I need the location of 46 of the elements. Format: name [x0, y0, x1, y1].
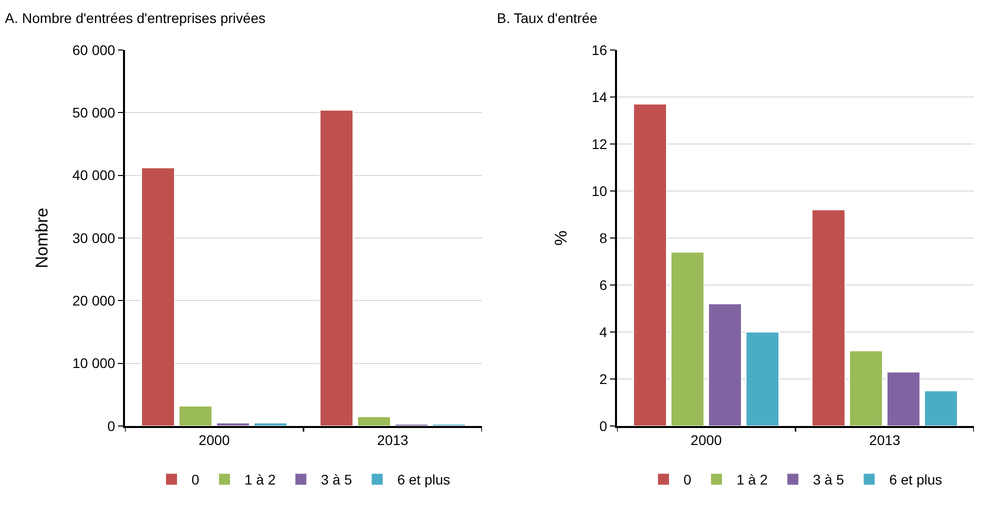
y-tick-label: 16	[592, 42, 608, 58]
legend-label: 6 et plus	[889, 472, 942, 488]
bar	[178, 405, 212, 426]
y-axis-title: %	[552, 230, 571, 246]
y-tick-label: 2	[599, 370, 608, 387]
chart-title: A. Nombre d'entrées d'entreprises privées	[4, 10, 266, 26]
y-tick-label: 10 000	[72, 355, 116, 372]
y-tick-label: 14	[592, 88, 608, 105]
legend-label: 0	[192, 472, 200, 488]
x-tick-label: 2000	[690, 432, 722, 448]
legend-label: 3 à 5	[812, 472, 844, 488]
x-tick-label: 2013	[377, 432, 409, 448]
x-tick-label: 2000	[198, 432, 230, 448]
legend-label: 3 à 5	[320, 472, 352, 488]
y-tick-label: 0	[107, 418, 116, 434]
y-tick-label: 20 000	[72, 292, 116, 309]
bar	[633, 104, 668, 426]
y-tick-label: 4	[599, 324, 608, 340]
bar	[320, 110, 354, 426]
y-tick-label: 0	[599, 418, 608, 434]
y-tick-label: 10	[592, 182, 608, 199]
bar	[216, 422, 250, 426]
legend-label: 0	[684, 472, 692, 488]
bar	[849, 350, 883, 426]
bar	[141, 167, 176, 426]
bar	[253, 422, 288, 426]
bar	[708, 303, 742, 426]
y-tick-label: 40 000	[72, 167, 116, 184]
y-tick-label: 50 000	[72, 104, 116, 121]
legend-label: 6 et plus	[397, 472, 450, 488]
bar	[745, 332, 780, 426]
bar	[886, 371, 920, 426]
y-tick-label: 6	[599, 276, 608, 293]
y-tick-label: 8	[599, 230, 608, 246]
bar	[812, 209, 846, 426]
y-tick-label: 30 000	[72, 230, 116, 246]
bar	[924, 390, 958, 426]
legend-label: 1 à 2	[736, 472, 768, 488]
y-tick-label: 12	[592, 136, 608, 152]
bar	[670, 252, 704, 426]
chart-title: B. Taux d'entrée	[496, 10, 598, 26]
y-axis-title: Nombre	[32, 208, 52, 268]
x-tick-label: 2013	[869, 432, 901, 448]
y-tick-label: 60 000	[72, 42, 116, 58]
bar	[357, 416, 391, 426]
legend-label: 1 à 2	[244, 472, 276, 488]
